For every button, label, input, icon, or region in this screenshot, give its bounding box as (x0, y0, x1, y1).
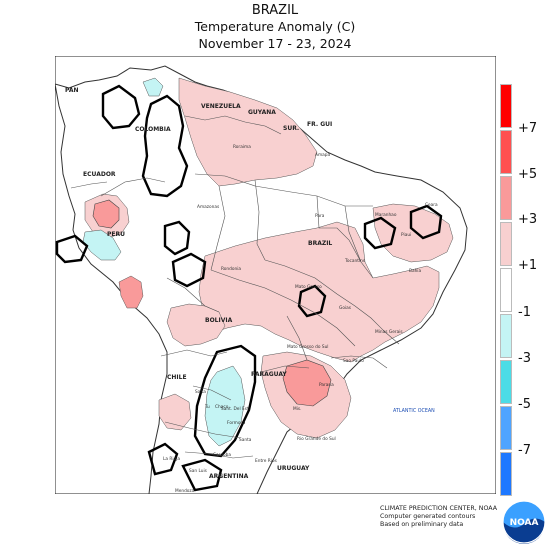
warm-core-peru (92, 199, 120, 229)
state-label: Amazonas (197, 204, 220, 210)
ocean-label: ATLANTIC OCEAN (393, 408, 435, 414)
state-label: Cordoba (213, 452, 231, 458)
legend-swatch (500, 130, 512, 174)
state-label: Rio Grande do Sul (297, 436, 336, 442)
legend-label: +1 (518, 258, 538, 273)
legend-label: -3 (518, 351, 531, 366)
state-label: Tocantins (344, 258, 366, 264)
map-period-title: November 17 - 23, 2024 (198, 36, 352, 51)
state-label: Ceara (425, 202, 438, 208)
country-label: COLOMBIA (135, 126, 171, 133)
state-label: La Rioja (163, 456, 180, 462)
legend-label: -7 (518, 443, 531, 458)
state-label: Tu (204, 404, 210, 410)
legend-swatch (500, 268, 512, 312)
state-label: Roraima (233, 144, 251, 150)
legend-label: -1 (518, 305, 531, 320)
state-labels: Roraima Amapa Amazonas Para Maranhao Cea… (163, 144, 438, 494)
noaa-logo-text: NOAA (510, 518, 539, 528)
warm-anomaly-northeast (372, 203, 454, 263)
country-label: SUR. (283, 125, 299, 132)
warm-anomaly-argentina (158, 393, 192, 431)
legend-swatch (500, 406, 512, 450)
cold-anomaly-colombia (142, 77, 164, 97)
legend-swatch (500, 360, 512, 404)
state-label: San Luis (189, 468, 208, 474)
political-borders (70, 115, 400, 459)
state-label: Para (315, 213, 325, 219)
country-label: GUYANA (248, 109, 276, 116)
state-label: Rondonia (221, 266, 241, 272)
cold-anomaly-argentina (204, 365, 246, 447)
state-label: Piaui (401, 232, 411, 238)
legend-label: +7 (518, 121, 538, 136)
country-label: PARAGUAY (251, 371, 287, 378)
footer-note: Computer generated contours (380, 513, 476, 520)
country-label: CHILE (167, 374, 187, 381)
state-label: Chaco (215, 404, 229, 410)
warm-anomaly-venezuela (178, 77, 318, 187)
state-label: Maranhao (375, 212, 397, 218)
state-label: Parana (319, 382, 334, 388)
footer-credit: CLIMATE PREDICTION CENTER, NOAA (380, 505, 498, 512)
legend-label: +5 (518, 167, 538, 182)
legend-swatch (500, 452, 512, 496)
legend-swatch (500, 84, 512, 128)
country-label: BRAZIL (308, 240, 332, 247)
warm-anomaly-peru-south (118, 275, 144, 309)
state-label: Mato Grosso do Sul (287, 344, 329, 350)
country-label: FR. GUI (307, 121, 332, 128)
state-label: Santa (239, 437, 252, 443)
state-label: Sant. Del Est. (221, 406, 250, 412)
legend-label: +3 (518, 212, 538, 227)
country-label: ECUADOR (83, 171, 116, 178)
warm-anomaly-bolivia (166, 303, 226, 347)
state-label: Bahia (409, 268, 421, 274)
state-label: Entre Rios (255, 458, 278, 464)
country-label: VENEZUELA (201, 103, 241, 110)
state-label: Goias (339, 305, 352, 311)
country-label: PERU (107, 231, 125, 238)
state-label: Salta (195, 389, 206, 395)
anomaly-map: PAN VENEZUELA GUYANA SUR. FR. GUI COLOMB… (55, 56, 496, 494)
country-label: PAN (65, 87, 79, 94)
warm-anomaly-central-brazil (198, 221, 440, 363)
state-label: Sao Paulo (343, 358, 364, 364)
warm-core-paraguay (282, 359, 332, 407)
legend-swatch (500, 314, 512, 358)
country-label: URUGUAY (277, 465, 310, 472)
legend-swatch (500, 176, 512, 220)
map-product-title: Temperature Anomaly (C) (194, 19, 356, 34)
map-country-title: BRAZIL (251, 3, 299, 18)
state-label: Minas Gerais (375, 329, 403, 335)
state-label: Mato Grosso (295, 284, 322, 290)
state-label: Mis. (293, 406, 302, 412)
legend-swatch (500, 222, 512, 266)
noaa-logo-icon: NOAA (502, 500, 546, 544)
state-label: Mendoza (175, 488, 195, 494)
country-label: BOLIVIA (205, 317, 233, 324)
footer-note: Based on preliminary data (380, 521, 464, 528)
state-label: Amapa (315, 152, 330, 158)
zero-contours (55, 84, 443, 492)
state-label: Formosa (227, 420, 246, 426)
country-labels: PAN VENEZUELA GUYANA SUR. FR. GUI COLOMB… (65, 87, 332, 480)
country-label: ARGENTINA (209, 473, 249, 480)
legend-label: -5 (518, 397, 531, 412)
